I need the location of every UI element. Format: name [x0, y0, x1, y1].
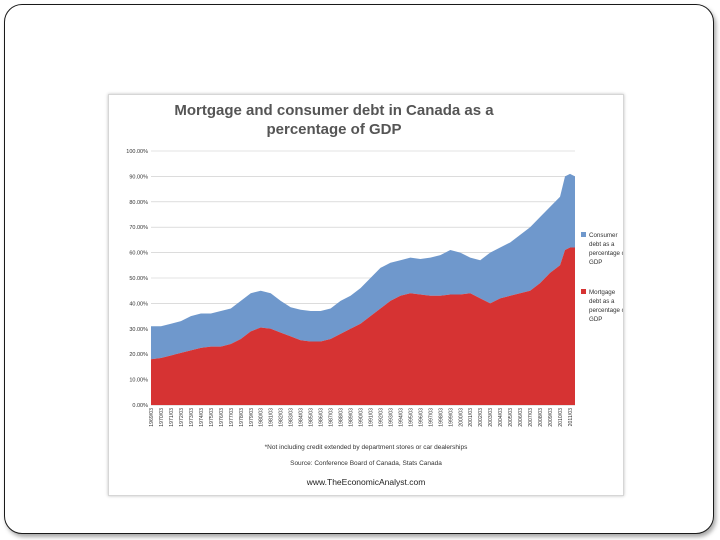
- x-tick-label: 1984/03: [299, 408, 305, 427]
- x-tick-label: 1979/03: [249, 408, 255, 427]
- x-tick-label: 2003/03: [488, 408, 494, 427]
- x-axis: 1969/03 1970/03 1971/03 1972/03 1973/03 1974/…: [149, 408, 574, 427]
- chart-title: Mortgage and consumer debt in Canada as …: [169, 101, 499, 139]
- x-tick-label: 1969/03: [149, 408, 155, 427]
- x-tick-label: 1977/03: [229, 408, 235, 427]
- chart-title-line-2: percentage of GDP: [266, 121, 402, 138]
- x-tick-label: 1993/03: [388, 408, 394, 427]
- area-chart: 0.00% 10.00% 20.00% 30.00% 40.00% 50.00% 60.00…: [126, 149, 623, 427]
- legend-label: debt as a: [589, 298, 615, 305]
- x-tick-label: 2008/03: [538, 408, 544, 427]
- x-tick-label: 2009/03: [548, 408, 554, 427]
- chart-footnote: *Not including credit extended by depart…: [264, 444, 468, 451]
- y-tick-label: 30.00%: [129, 327, 148, 333]
- x-tick-label: 2011/03: [568, 408, 574, 426]
- x-tick-label: 1997/03: [428, 408, 434, 427]
- y-tick-label: 60.00%: [129, 251, 148, 257]
- legend-label: GDP: [589, 259, 602, 266]
- legend-swatch: [581, 232, 586, 237]
- legend: Consumer debt as a percentage of GDP Mortgag…: [581, 232, 623, 323]
- x-tick-label: 1983/03: [289, 408, 295, 427]
- chart-source: Source: Conference Board of Canada, Stat…: [290, 460, 442, 467]
- x-tick-label: 1985/03: [309, 408, 315, 427]
- legend-label: percentage of: [589, 250, 623, 257]
- x-tick-label: 2001/03: [468, 408, 474, 427]
- x-tick-label: 1980/03: [259, 408, 265, 427]
- x-tick-label: 1982/03: [279, 408, 285, 427]
- x-tick-label: 2007/03: [528, 408, 534, 427]
- y-tick-label: 20.00%: [129, 352, 148, 358]
- series-areas: [151, 173, 575, 405]
- legend-label: Mortgage: [589, 289, 616, 296]
- x-tick-label: 2004/03: [498, 408, 504, 427]
- x-tick-label: 2002/03: [478, 408, 484, 427]
- x-tick-label: 1987/03: [329, 408, 335, 427]
- x-tick-label: 2010/03: [558, 408, 564, 427]
- y-axis: 0.00% 10.00% 20.00% 30.00% 40.00% 50.00% 60.00…: [126, 149, 148, 409]
- x-tick-label: 1974/03: [199, 408, 205, 427]
- x-tick-label: 1995/03: [408, 408, 414, 427]
- chart-panel: Mortgage and consumer debt in Canada as …: [108, 94, 624, 496]
- x-tick-label: 1989/03: [349, 408, 355, 427]
- x-tick-label: 1971/03: [169, 408, 175, 427]
- x-tick-label: 1975/03: [209, 408, 215, 427]
- x-tick-label: 1998/03: [438, 408, 444, 427]
- y-tick-label: 90.00%: [129, 174, 148, 180]
- x-tick-label: 1992/03: [378, 408, 384, 427]
- y-tick-label: 80.00%: [129, 200, 148, 206]
- x-tick-label: 2006/03: [518, 408, 524, 427]
- x-tick-label: 1978/03: [239, 408, 245, 427]
- x-tick-label: 1994/03: [398, 408, 404, 427]
- x-tick-label: 1972/03: [179, 408, 185, 427]
- x-tick-label: 1996/03: [418, 408, 424, 427]
- legend-swatch: [581, 289, 586, 294]
- chart-title-line-1: Mortgage and consumer debt in Canada as …: [174, 102, 494, 119]
- x-tick-label: 1973/03: [189, 408, 195, 427]
- y-tick-label: 70.00%: [129, 225, 148, 231]
- legend-label: debt as a: [589, 241, 615, 248]
- x-tick-label: 2000/03: [458, 408, 464, 427]
- x-tick-label: 1970/03: [159, 408, 165, 427]
- y-tick-label: 0.00%: [132, 403, 148, 409]
- chart-website: www.TheEconomicAnalyst.com: [306, 477, 426, 487]
- x-tick-label: 1990/03: [359, 408, 365, 427]
- mortgage-debt-area: [151, 247, 575, 405]
- y-tick-label: 40.00%: [129, 301, 148, 307]
- y-tick-label: 100.00%: [126, 149, 148, 155]
- x-tick-label: 1988/03: [339, 408, 345, 427]
- y-tick-label: 50.00%: [129, 276, 148, 282]
- x-tick-label: 1991/03: [368, 408, 374, 427]
- x-tick-label: 2005/03: [508, 408, 514, 427]
- x-tick-label: 1976/03: [219, 408, 225, 427]
- consumer-debt-area: [151, 173, 575, 360]
- x-tick-label: 1999/03: [448, 408, 454, 427]
- x-tick-label: 1981/03: [269, 408, 275, 427]
- legend-label: Consumer: [589, 232, 618, 239]
- legend-label: percentage of: [589, 307, 623, 314]
- legend-label: GDP: [589, 316, 602, 323]
- y-tick-label: 10.00%: [129, 378, 148, 384]
- x-tick-label: 1986/03: [319, 408, 325, 427]
